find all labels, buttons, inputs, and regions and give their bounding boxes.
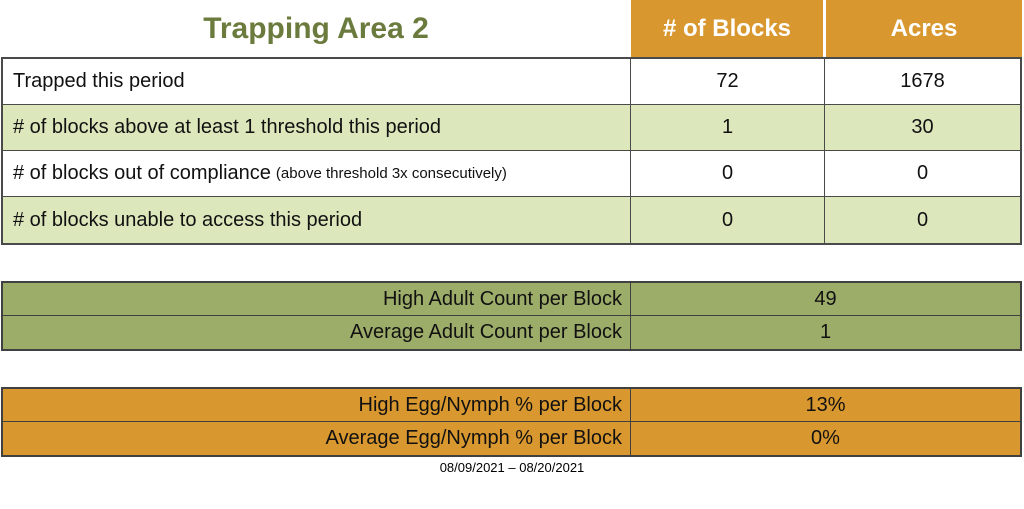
table-row: # of blocks unable to access this period…: [3, 197, 1020, 243]
table-row: Average Adult Count per Block 1: [3, 316, 1020, 349]
row-value: 0%: [811, 427, 840, 449]
spacer: [0, 351, 1024, 387]
column-header-acres: Acres: [826, 0, 1022, 57]
summary-table: Trapping Area 2 # of Blocks Acres Trappe…: [1, 0, 1022, 245]
row-label: # of blocks above at least 1 threshold t…: [13, 116, 442, 138]
table-row: High Adult Count per Block 49: [3, 283, 1020, 316]
row-value: 13%: [805, 393, 846, 416]
blocks-value: 1: [631, 105, 825, 150]
row-value: 49: [814, 287, 837, 310]
page-title: Trapping Area 2: [1, 0, 631, 57]
adult-count-table: High Adult Count per Block 49 Average Ad…: [1, 281, 1022, 351]
date-range: 08/09/2021 – 08/20/2021: [439, 460, 585, 475]
row-label: # of blocks unable to access this period: [13, 208, 363, 231]
blocks-value: 0: [631, 197, 825, 243]
row-label: High Egg/Nymph % per Block: [3, 389, 631, 421]
spacer: [0, 245, 1024, 281]
column-header-blocks: # of Blocks: [631, 0, 826, 57]
acres-value: 0: [916, 162, 929, 184]
blocks-value: 72: [631, 59, 825, 104]
table-row: High Egg/Nymph % per Block 13%: [3, 389, 1020, 422]
table-row: Trapped this period 72 1678: [3, 59, 1020, 105]
acres-value: 30: [911, 116, 934, 138]
table-row: Average Egg/Nymph % per Block 0%: [3, 422, 1020, 455]
row-value: 1: [819, 321, 832, 343]
table-row: # of blocks above at least 1 threshold t…: [3, 105, 1020, 151]
acres-value: 1678: [900, 70, 945, 92]
summary-table-header: Trapping Area 2 # of Blocks Acres: [1, 0, 1022, 57]
blocks-value: 0: [631, 151, 825, 196]
table-row: # of blocks out of compliance (above thr…: [3, 151, 1020, 197]
row-label: Average Adult Count per Block: [3, 316, 631, 349]
egg-nymph-table: High Egg/Nymph % per Block 13% Average E…: [1, 387, 1022, 457]
acres-value: 0: [916, 208, 929, 231]
row-label-note: (above threshold 3x consecutively): [275, 165, 507, 182]
row-label: Trapped this period: [13, 70, 185, 92]
row-label: # of blocks out of compliance: [13, 162, 271, 184]
summary-table-body: Trapped this period 72 1678 # of blocks …: [1, 57, 1022, 245]
row-label: High Adult Count per Block: [3, 283, 631, 315]
row-label: Average Egg/Nymph % per Block: [3, 422, 631, 455]
